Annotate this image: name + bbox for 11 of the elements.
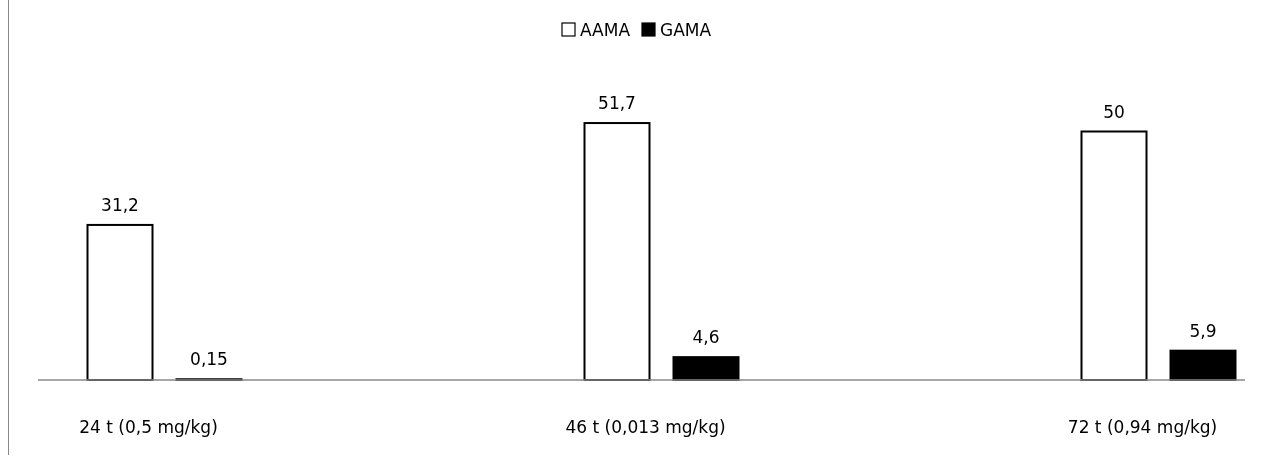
data-label: 0,15 (190, 349, 228, 370)
data-label: 51,7 (598, 93, 636, 114)
data-label: 31,2 (101, 194, 139, 215)
data-label: 4,6 (692, 327, 720, 348)
data-label: 50 (1103, 101, 1125, 122)
legend-label: GAMA (660, 20, 712, 40)
x-tick-label: 46 t (0,013 mg/kg) (565, 417, 726, 437)
x-tick-label: 24 t (0,5 mg/kg) (79, 417, 218, 437)
data-label: 5,9 (1189, 320, 1217, 341)
legend-label: AAMA (580, 20, 631, 40)
x-tick-label: 72 t (0,94 mg/kg) (1067, 417, 1218, 437)
